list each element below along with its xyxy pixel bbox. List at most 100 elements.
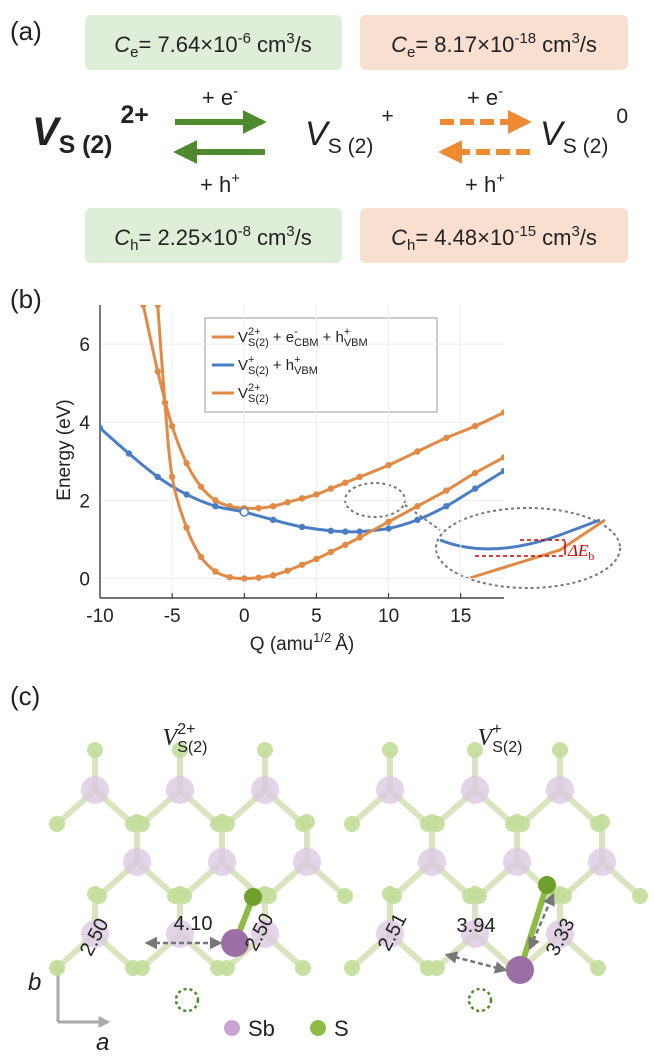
data-point [125,450,133,457]
text-part: -6 [238,30,251,47]
data-point [385,461,392,469]
data-point [356,528,363,535]
atom-sb [418,848,446,876]
text-part: + [381,105,393,128]
atom-sb [376,776,404,804]
data-point [443,502,450,510]
atom-sb [81,920,109,948]
text-part: + [492,721,501,738]
data-point [342,541,349,549]
data-point [284,567,291,574]
x-tick-label: 15 [450,606,471,627]
data-point [140,305,147,309]
x-tick-label: 0 [239,606,250,627]
arrow-label: + e- [202,83,238,110]
atom-s [295,960,311,976]
atom-s [244,888,262,906]
text-part: CBM [294,337,318,349]
text-part: C [114,225,130,250]
atom-sb [251,920,279,948]
atom-sb [251,776,279,804]
data-point [342,479,349,486]
atom-sb [461,776,489,804]
text-part: V [163,725,180,751]
rate-constant: Ch= 4.48×10-15 cm3/s [391,223,597,254]
text-part: 1/2 [313,630,331,645]
atom-sb [461,920,489,948]
structure-title: V+ S(2) [478,721,523,756]
atom-s [467,886,483,902]
text-part: = 2.25×10 [138,225,237,250]
data-point [414,502,421,510]
legend-label: S [334,1016,349,1041]
text-part: V [238,357,248,374]
legend-entry: V+ S(2) + h+ VBM [238,354,318,377]
legend-swatch [310,1020,326,1036]
data-point [255,574,262,581]
atom-s [214,814,230,830]
text-part: VBM [344,337,368,349]
atom-s [344,960,360,976]
data-point [298,523,306,531]
defect-state: VS (2) 0 [540,105,628,158]
rate-constant: Ce= 8.17×10-18 cm3/s [391,30,597,61]
text-part: + e [273,329,294,346]
text-part: /s [580,225,597,250]
text-part: Å) [335,634,354,655]
atom-s [134,960,150,976]
atom-sb [221,929,249,957]
data-point [100,424,104,432]
data-point [356,473,363,481]
vacancy [467,987,493,1013]
data-point [356,534,363,541]
text-part: V [305,115,331,153]
series-line [100,426,504,534]
atom-s [87,886,103,902]
text-part: + [294,354,300,366]
y-tick-label: 4 [79,413,90,434]
text-part: + [496,170,505,187]
text-part: + e [467,85,498,110]
atom-sb [503,848,531,876]
data-point [443,434,450,442]
text-part: -8 [238,223,251,240]
data-point [269,572,277,579]
data-point [269,502,277,510]
distance-arrow [528,892,555,951]
text-part: h [407,237,415,254]
defect-state: VS (2) + [305,105,394,158]
text-part: - [233,83,238,100]
text-part: 3 [286,30,294,47]
text-part: V [478,725,495,751]
data-point [471,469,479,477]
data-point [313,555,320,563]
x-axis-label: Q (amu1/2 Å) [250,630,354,655]
distance-label: 3.94 [457,915,496,937]
x-tick-label: 5 [311,606,322,627]
atom-s [538,876,556,894]
distance-label: 3.33 [542,915,580,960]
text-part: S (2) [59,132,113,159]
data-point [154,368,161,375]
data-point [212,497,219,504]
atom-s [424,814,440,830]
data-point [327,527,335,535]
y-tick-label: 2 [79,491,90,512]
text-part: Q (amu [250,634,313,655]
legend-label: Sb [248,1016,275,1041]
text-part: cm [257,225,286,250]
rate-box [85,208,342,263]
text-part: + [231,170,240,187]
atom-s [49,960,65,976]
data-point [385,525,392,532]
x-tick-label: -10 [86,606,113,627]
text-part: + h [273,357,294,374]
text-part: 2+ [248,326,261,338]
atom-s [257,742,273,758]
atom-sb [81,776,109,804]
text-part: C [114,32,130,57]
data-point [255,504,262,512]
inset-curve [439,518,601,551]
rate-constant: Ch= 2.25×10-8 cm3/s [114,223,311,254]
atom-s [429,960,445,976]
